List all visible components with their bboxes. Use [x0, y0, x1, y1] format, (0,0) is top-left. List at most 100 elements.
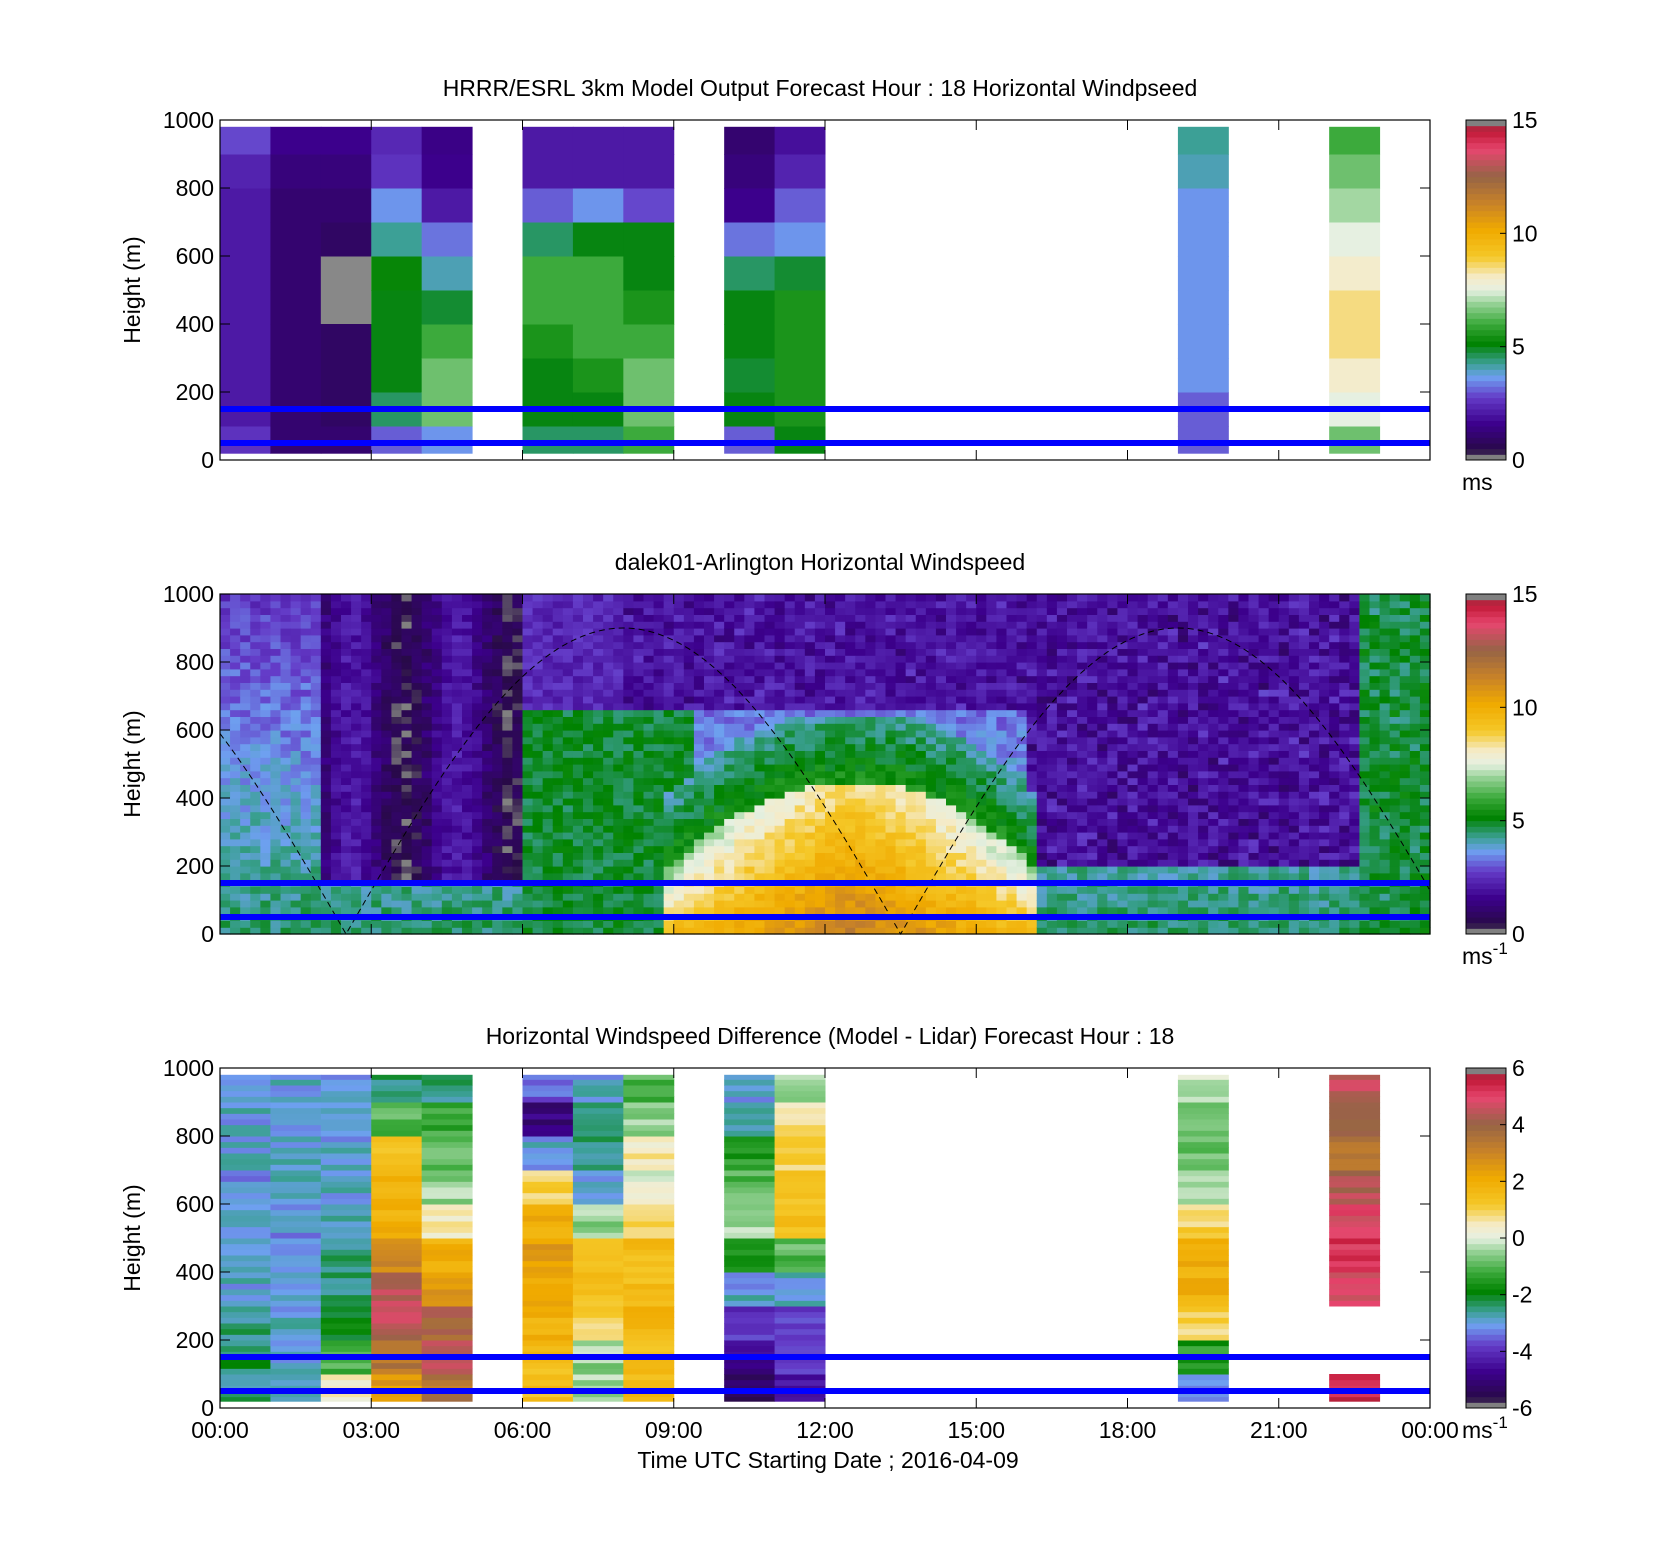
heatmap-cell [361, 791, 372, 799]
heatmap-cell [330, 818, 342, 826]
heatmap-cell [673, 648, 685, 656]
heatmap-cell [341, 621, 352, 629]
heatmap-cell [754, 689, 766, 697]
heatmap-cell [986, 607, 998, 615]
heatmap-cell [1167, 845, 1179, 853]
heatmap-cell [1087, 886, 1098, 894]
heatmap-cell [270, 290, 322, 325]
heatmap-cell [966, 648, 977, 656]
heatmap-cell [623, 886, 635, 894]
heatmap-cell [986, 866, 998, 874]
heatmap-cell [683, 655, 695, 663]
heatmap-cell [472, 886, 483, 894]
heatmap-cell [754, 770, 766, 779]
heatmap-cell [794, 696, 806, 704]
heatmap-cell [724, 886, 735, 894]
heatmap-cell [714, 743, 725, 751]
heatmap-cell [220, 784, 231, 792]
heatmap-cell [855, 777, 866, 785]
heatmap-cell [744, 852, 756, 860]
heatmap-cell [835, 655, 846, 663]
heatmap-cell [431, 736, 443, 745]
heatmap-cell [280, 702, 292, 711]
heatmap-cell [714, 832, 725, 840]
heatmap-cell [915, 900, 927, 908]
heatmap-cell [653, 716, 665, 724]
heatmap-cell [421, 634, 433, 643]
heatmap-cell [794, 716, 806, 724]
heatmap-cell [462, 825, 473, 833]
heatmap-cell [643, 730, 655, 738]
heatmap-cell [371, 859, 382, 867]
heatmap-cell [290, 621, 302, 629]
heatmap-cell [280, 723, 292, 731]
heatmap-cell [300, 838, 312, 847]
heatmap-cell [724, 723, 735, 731]
heatmap-cell [623, 634, 635, 643]
heatmap-cell [744, 872, 756, 881]
heatmap-cell [552, 784, 564, 792]
heatmap-cell [804, 736, 816, 745]
heatmap-cell [784, 634, 796, 643]
heatmap-cell [320, 886, 332, 894]
heatmap-cell [946, 628, 957, 636]
heatmap-cell [562, 764, 574, 772]
heatmap-cell [492, 709, 503, 717]
heatmap-cell [966, 784, 977, 792]
heatmap-cell [371, 927, 382, 935]
heatmap-cell [855, 662, 866, 670]
heatmap-cell [855, 818, 866, 826]
heatmap-cell [1036, 696, 1048, 704]
heatmap-cell [522, 743, 534, 751]
heatmap-cell [230, 668, 241, 677]
heatmap-cell [1087, 600, 1098, 609]
heatmap-cell [986, 764, 998, 772]
heatmap-cell [290, 607, 302, 615]
heatmap-cell [1077, 607, 1088, 615]
heatmap-cell [764, 641, 776, 649]
heatmap-cell [451, 641, 463, 649]
heatmap-cell [280, 906, 292, 915]
heatmap-cell [502, 730, 514, 738]
heatmap-cell [532, 736, 544, 745]
heatmap-cell [986, 641, 998, 649]
heatmap-cell [935, 600, 947, 609]
heatmap-cell [946, 730, 957, 738]
heatmap-cell [421, 798, 433, 806]
heatmap-cell [925, 770, 937, 779]
heatmap-cell [704, 723, 715, 731]
heatmap-cell [1147, 675, 1159, 683]
heatmap-cell [290, 770, 302, 779]
heatmap-cell [855, 770, 866, 779]
heatmap-cell [825, 743, 836, 751]
heatmap-cell [341, 682, 352, 690]
heatmap-cell [532, 682, 544, 690]
heatmap-cell [310, 838, 322, 847]
heatmap-cell [704, 730, 715, 738]
heatmap-cell [875, 716, 887, 724]
heatmap-cell [1006, 689, 1018, 697]
heatmap-cell [1016, 777, 1028, 785]
heatmap-cell [613, 777, 624, 785]
heatmap-cell [845, 838, 856, 847]
heatmap-cell [1097, 628, 1108, 636]
heatmap-cell [865, 784, 877, 792]
heatmap-cell [905, 662, 917, 670]
heatmap-cell [643, 696, 655, 704]
heatmap-cell [734, 634, 745, 643]
heatmap-cell [613, 628, 624, 636]
heatmap-cell [552, 845, 564, 853]
heatmap-cell [330, 648, 342, 656]
heatmap-cell [300, 594, 312, 602]
heatmap-cell [855, 655, 866, 663]
heatmap-cell [794, 662, 806, 670]
heatmap-cell [260, 791, 272, 799]
heatmap-cell [260, 689, 272, 697]
heatmap-cell [431, 641, 443, 649]
heatmap-cell [1127, 736, 1139, 745]
heatmap-cell [482, 750, 493, 758]
heatmap-cell [351, 628, 362, 636]
heatmap-cell [441, 600, 453, 609]
heatmap-cell [1127, 852, 1139, 860]
heatmap-cell [814, 906, 826, 915]
